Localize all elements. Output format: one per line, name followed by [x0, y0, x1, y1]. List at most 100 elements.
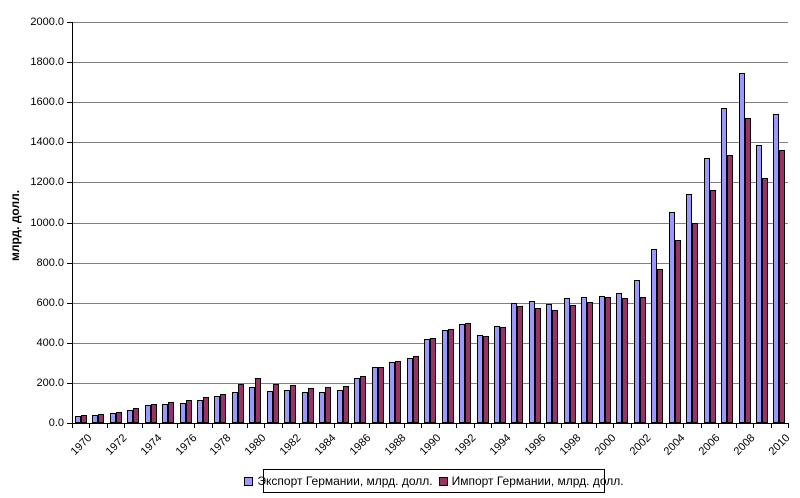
bar-export-1983 — [301, 392, 308, 423]
x-tick-label-1974: 1974 — [138, 432, 165, 458]
bar-group-1995 — [509, 22, 526, 423]
bar-import-1979 — [237, 384, 244, 423]
bar-group-1972 — [107, 22, 124, 423]
x-tick-0 — [72, 423, 73, 428]
bar-group-2009 — [753, 22, 770, 423]
export-swatch-icon — [244, 476, 254, 486]
x-tick-1 — [89, 423, 91, 428]
bar-group-2005 — [683, 22, 700, 423]
bar-import-1980 — [255, 378, 262, 423]
y-tick-label-1000.0: 1000.0 — [30, 216, 64, 229]
x-tick-3 — [124, 423, 126, 428]
x-tick-21 — [438, 423, 440, 428]
bar-import-1973 — [133, 408, 140, 423]
bar-export-2007 — [721, 108, 728, 423]
gridline-1800 — [72, 62, 788, 64]
x-tick-17 — [368, 423, 370, 428]
bar-import-1985 — [342, 386, 349, 423]
bar-import-1984 — [325, 387, 332, 423]
bar-export-2010 — [773, 114, 780, 423]
bar-export-1971 — [92, 415, 99, 423]
bar-group-2004 — [666, 22, 683, 423]
gridline-1000 — [72, 222, 788, 224]
bar-group-1998 — [561, 22, 578, 423]
bar-export-1987 — [371, 367, 378, 423]
legend-export-label: Экспорт Германии, млрд. долл. — [257, 474, 433, 488]
x-tick-18 — [386, 423, 388, 428]
x-tick-20 — [421, 423, 423, 428]
bar-import-1996 — [534, 308, 541, 423]
bar-import-2007 — [727, 155, 734, 423]
x-tick-label-1990: 1990 — [417, 432, 444, 458]
bar-group-1991 — [439, 22, 456, 423]
gridline-600 — [72, 302, 788, 304]
x-tick-26 — [526, 423, 528, 428]
legend-import-label: Импорт Германии, млрд. долл. — [451, 474, 624, 488]
bars-layer — [72, 22, 788, 423]
bar-group-1987 — [369, 22, 386, 423]
y-tick-800.0 — [67, 262, 72, 264]
bar-group-1984 — [317, 22, 334, 423]
bar-import-1999 — [587, 302, 594, 423]
bar-group-1997 — [544, 22, 561, 423]
x-tick-39 — [753, 423, 755, 428]
x-tick-5 — [159, 423, 161, 428]
bar-export-1970 — [74, 416, 81, 423]
bar-group-1993 — [474, 22, 491, 423]
bar-export-2001 — [616, 293, 623, 423]
y-tick-1600.0 — [67, 102, 72, 104]
bar-export-1984 — [319, 392, 326, 423]
x-tick-label-2008: 2008 — [732, 432, 758, 458]
bar-export-1992 — [459, 324, 466, 423]
bar-import-1977 — [203, 397, 210, 423]
y-tick-600.0 — [67, 302, 72, 304]
bar-export-1990 — [424, 339, 431, 423]
bar-group-1982 — [282, 22, 299, 423]
bar-group-1985 — [334, 22, 351, 423]
bar-group-2010 — [771, 22, 788, 423]
legend: Экспорт Германии, млрд. долл. Импорт Гер… — [244, 469, 624, 493]
gridline-800 — [72, 262, 788, 264]
x-tick-22 — [456, 423, 458, 428]
bar-group-1971 — [89, 22, 106, 423]
bar-group-2002 — [631, 22, 648, 423]
bar-export-1989 — [406, 358, 413, 423]
y-tick-label-1800.0: 1800.0 — [30, 56, 64, 69]
bar-export-2005 — [686, 194, 693, 423]
bar-export-2000 — [598, 296, 605, 423]
x-tick-label-2000: 2000 — [592, 432, 619, 458]
x-tick-27 — [543, 423, 545, 428]
bar-export-1997 — [546, 304, 553, 423]
x-tick-38 — [735, 423, 737, 428]
bar-export-1972 — [109, 413, 116, 423]
bar-import-1978 — [220, 394, 227, 423]
bar-export-1988 — [389, 362, 396, 423]
bar-import-2009 — [762, 178, 769, 423]
bar-import-1982 — [290, 385, 297, 423]
bar-group-1976 — [177, 22, 194, 423]
x-tick-4 — [141, 423, 143, 428]
x-tick-label-1986: 1986 — [347, 432, 374, 458]
y-tick-1200.0 — [67, 182, 72, 184]
bar-export-1981 — [266, 391, 273, 423]
x-tick-label-1998: 1998 — [557, 432, 584, 458]
bar-import-1989 — [412, 356, 419, 423]
bar-export-2003 — [651, 249, 658, 423]
x-tick-label-2002: 2002 — [627, 432, 654, 458]
bar-group-1999 — [579, 22, 596, 423]
x-tick-label-1976: 1976 — [173, 432, 199, 458]
x-axis-line — [72, 423, 789, 424]
x-tick-37 — [718, 423, 720, 428]
bar-import-1986 — [360, 376, 367, 423]
bar-group-1974 — [142, 22, 159, 423]
y-tick-label-1400.0: 1400.0 — [30, 136, 64, 149]
bar-import-2004 — [674, 240, 681, 423]
y-tick-label-0.0: 0.0 — [48, 417, 64, 429]
bar-group-2008 — [736, 22, 753, 423]
bar-group-1975 — [159, 22, 176, 423]
bar-export-1998 — [563, 298, 570, 423]
gridline-1400 — [72, 142, 788, 144]
y-tick-400.0 — [67, 342, 72, 344]
y-tick-label-1600.0: 1600.0 — [30, 96, 64, 109]
y-tick-2000.0 — [67, 22, 72, 23]
